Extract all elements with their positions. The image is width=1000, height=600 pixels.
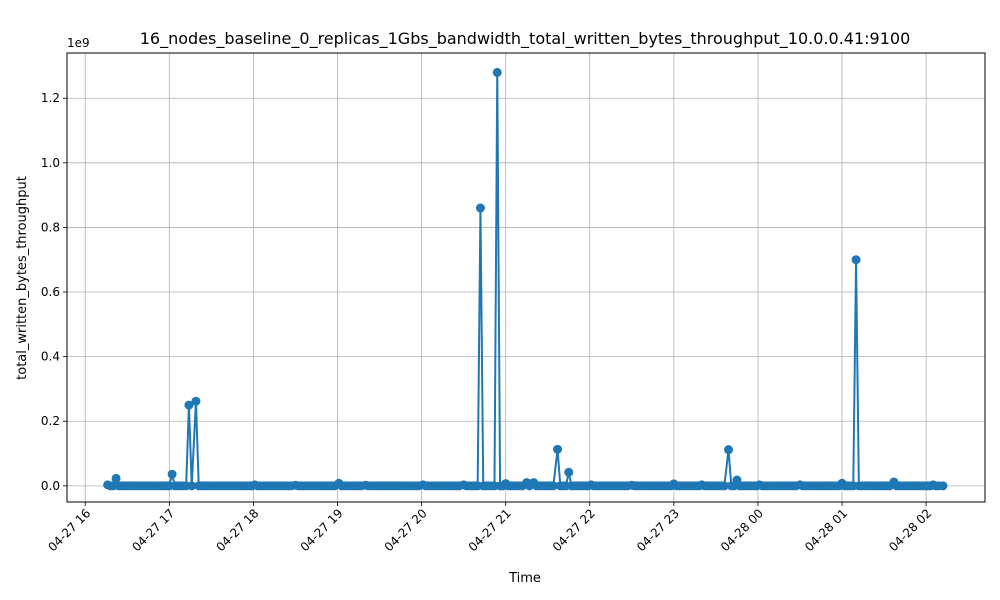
- data-point: [724, 445, 734, 455]
- baseline-point: [187, 481, 197, 491]
- data-point: [938, 481, 948, 491]
- y-tick-label: 1.0: [41, 156, 60, 170]
- x-axis-label: Time: [508, 571, 541, 586]
- data-point: [553, 444, 563, 454]
- grid: [67, 53, 985, 502]
- y-offset-text: 1e9: [67, 36, 90, 50]
- y-tick-label: 0.0: [41, 479, 60, 493]
- plot-frame: [66, 52, 986, 503]
- y-axis-label: total_written_bytes_throughput: [15, 176, 30, 380]
- data-point: [475, 203, 485, 213]
- data-point: [492, 67, 502, 77]
- baseline-point: [548, 481, 558, 491]
- axes: [66, 52, 986, 503]
- series-layer: [103, 67, 948, 491]
- y-tick-label: 1.2: [41, 91, 60, 105]
- y-tick-label: 0.2: [41, 414, 60, 428]
- data-point: [851, 255, 861, 265]
- data-point: [191, 396, 201, 406]
- baseline-point: [719, 481, 729, 491]
- data-point: [184, 400, 194, 410]
- y-tick-label: 0.8: [41, 220, 60, 234]
- data-point: [564, 467, 574, 477]
- data-point: [111, 473, 121, 483]
- plot-area: [67, 53, 985, 502]
- y-tick-label: 0.6: [41, 285, 60, 299]
- y-tick-label: 0.4: [41, 350, 60, 364]
- data-point: [167, 469, 177, 479]
- chart-title: 16_nodes_baseline_0_replicas_1Gbs_bandwi…: [140, 29, 911, 49]
